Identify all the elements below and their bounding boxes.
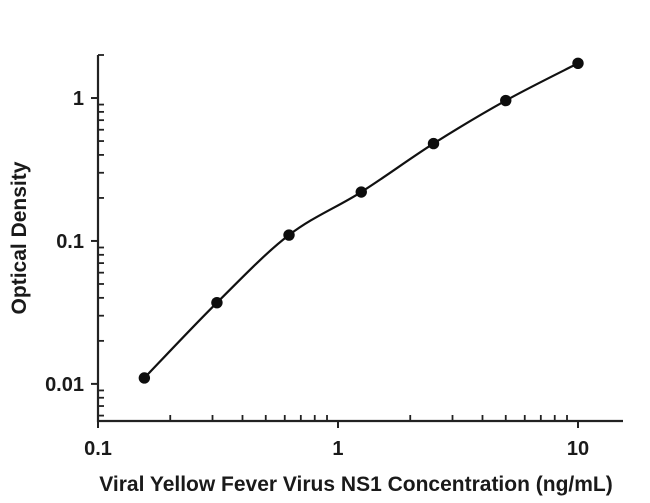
data-point: [283, 229, 295, 241]
data-point: [427, 137, 440, 150]
y-tick-label: 1: [73, 88, 84, 110]
y-tick-label: 0.01: [45, 374, 84, 396]
data-point: [138, 372, 151, 384]
fit-curve: [143, 62, 579, 379]
x-tick-label: 1: [332, 438, 343, 460]
data-point: [211, 296, 223, 309]
data-point: [572, 57, 584, 69]
data-point: [355, 186, 367, 198]
x-tick-label: 0.1: [84, 438, 112, 460]
x-tick-label: 10: [567, 438, 589, 460]
data-point: [500, 94, 512, 107]
axis-lines: [96, 55, 623, 423]
y-tick-label: 0.1: [56, 231, 84, 253]
